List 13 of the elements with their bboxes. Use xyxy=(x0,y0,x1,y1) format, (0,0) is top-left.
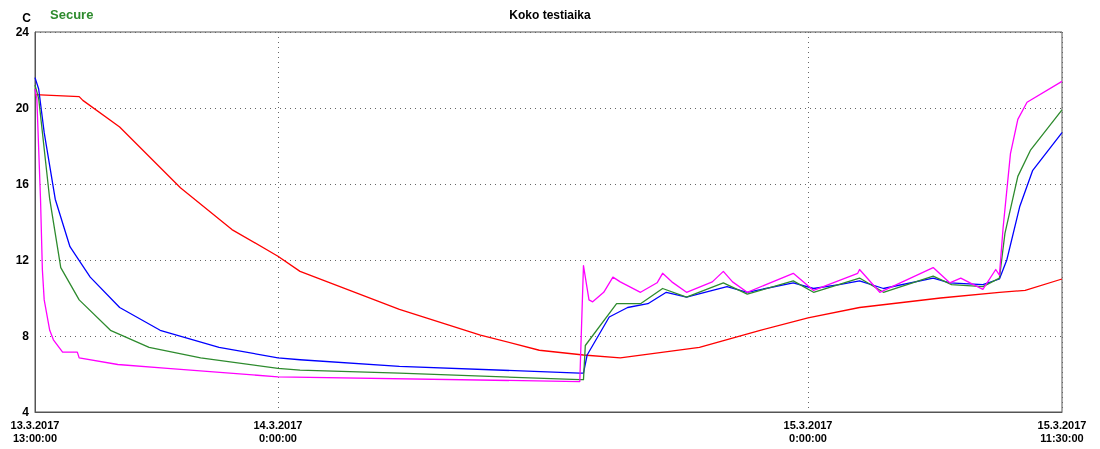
chart-title: Koko testiaika xyxy=(509,8,591,22)
y-tick-label: 12 xyxy=(15,253,30,267)
x-tick-label: 13.3.2017 13:00:00 xyxy=(10,418,60,444)
y-tick-label: 24 xyxy=(15,25,30,39)
text: Secure xyxy=(50,6,94,22)
y-tick-label: 20 xyxy=(15,101,30,115)
x-tick-label: 15.3.2017 0:00:00 xyxy=(783,418,833,444)
y-axis-title: C xyxy=(22,11,32,25)
y-tick-label: 8 xyxy=(22,329,30,343)
x-tick-label: 14.3.2017 0:00:00 xyxy=(253,418,303,444)
y-tick-label: 16 xyxy=(15,177,30,191)
x-tick-label: 15.3.2017 11:30:00 xyxy=(1037,418,1087,444)
y-tick-label: 4 xyxy=(22,405,30,419)
